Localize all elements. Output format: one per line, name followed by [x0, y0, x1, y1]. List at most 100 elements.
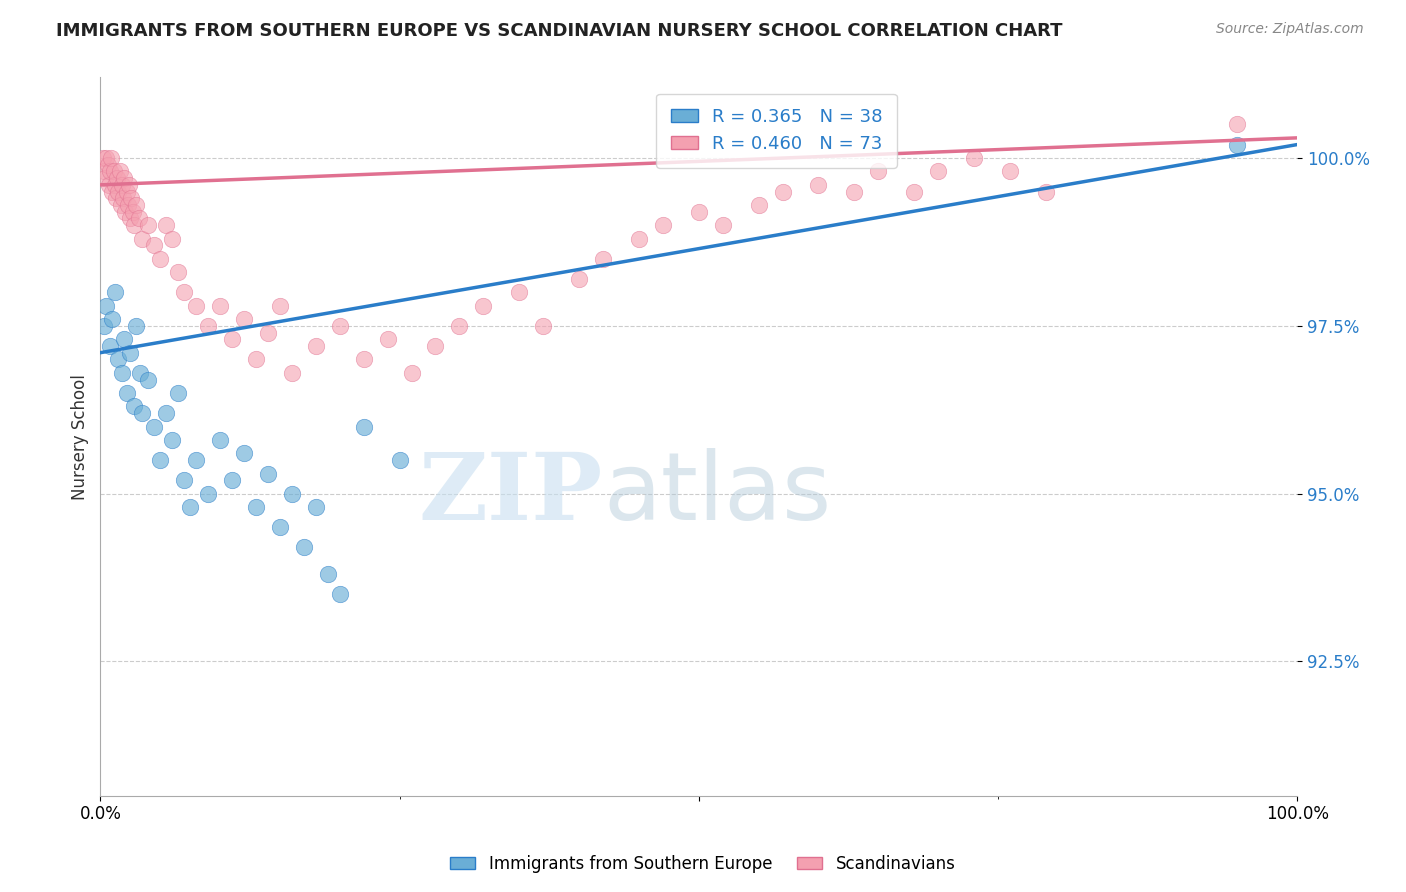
Point	[125, 198, 148, 212]
Point	[651, 218, 673, 232]
Point	[508, 285, 530, 300]
Point	[101, 185, 124, 199]
Point	[94, 171, 117, 186]
Point	[329, 587, 352, 601]
Point	[269, 520, 291, 534]
Point	[531, 318, 554, 333]
Point	[111, 178, 134, 192]
Point	[868, 164, 890, 178]
Point	[844, 185, 866, 199]
Text: ZIP: ZIP	[419, 449, 603, 539]
Point	[568, 272, 591, 286]
Point	[208, 433, 231, 447]
Point	[136, 218, 159, 232]
Point	[112, 332, 135, 346]
Point	[122, 218, 145, 232]
Point	[104, 191, 127, 205]
Point	[111, 366, 134, 380]
Point	[377, 332, 399, 346]
Point	[155, 406, 177, 420]
Point	[316, 567, 339, 582]
Point	[108, 164, 131, 178]
Point	[257, 326, 280, 340]
Legend: Immigrants from Southern Europe, Scandinavians: Immigrants from Southern Europe, Scandin…	[444, 848, 962, 880]
Point	[98, 339, 121, 353]
Point	[449, 318, 471, 333]
Point	[221, 473, 243, 487]
Point	[963, 151, 986, 165]
Point	[128, 366, 150, 380]
Point	[143, 419, 166, 434]
Point	[155, 218, 177, 232]
Point	[197, 318, 219, 333]
Point	[143, 238, 166, 252]
Point	[281, 486, 304, 500]
Point	[120, 345, 142, 359]
Point	[305, 500, 328, 514]
Point	[592, 252, 614, 266]
Point	[122, 400, 145, 414]
Point	[688, 204, 710, 219]
Point	[107, 185, 129, 199]
Point	[245, 352, 267, 367]
Point	[160, 231, 183, 245]
Point	[104, 285, 127, 300]
Point	[167, 265, 190, 279]
Point	[136, 372, 159, 386]
Point	[104, 178, 127, 192]
Point	[117, 198, 139, 212]
Point	[233, 312, 256, 326]
Point	[292, 541, 315, 555]
Point	[105, 171, 128, 186]
Point	[121, 204, 143, 219]
Point	[93, 164, 115, 178]
Point	[353, 352, 375, 367]
Point	[101, 312, 124, 326]
Point	[110, 198, 132, 212]
Point	[125, 318, 148, 333]
Text: atlas: atlas	[603, 448, 831, 540]
Point	[353, 419, 375, 434]
Point	[257, 467, 280, 481]
Point	[131, 406, 153, 420]
Legend: R = 0.365   N = 38, R = 0.460   N = 73: R = 0.365 N = 38, R = 0.460 N = 73	[657, 94, 897, 168]
Point	[269, 299, 291, 313]
Point	[167, 386, 190, 401]
Point	[121, 191, 143, 205]
Point	[98, 164, 121, 178]
Point	[245, 500, 267, 514]
Point	[160, 433, 183, 447]
Point	[401, 366, 423, 380]
Point	[1035, 185, 1057, 199]
Point	[128, 211, 150, 226]
Point	[107, 352, 129, 367]
Point	[149, 453, 172, 467]
Point	[711, 218, 734, 232]
Point	[96, 299, 118, 313]
Point	[927, 164, 949, 178]
Point	[772, 185, 794, 199]
Point	[197, 486, 219, 500]
Point	[208, 299, 231, 313]
Point	[91, 151, 114, 165]
Point	[998, 164, 1021, 178]
Point	[112, 171, 135, 186]
Point	[184, 299, 207, 313]
Point	[120, 211, 142, 226]
Point	[114, 204, 136, 219]
Point	[329, 318, 352, 333]
Point	[807, 178, 830, 192]
Text: Source: ZipAtlas.com: Source: ZipAtlas.com	[1216, 22, 1364, 37]
Point	[96, 158, 118, 172]
Point	[388, 453, 411, 467]
Point	[233, 446, 256, 460]
Point	[93, 318, 115, 333]
Point	[1226, 137, 1249, 152]
Point	[96, 151, 118, 165]
Point	[115, 386, 138, 401]
Point	[425, 339, 447, 353]
Point	[115, 185, 138, 199]
Point	[903, 185, 925, 199]
Point	[173, 473, 195, 487]
Point	[305, 339, 328, 353]
